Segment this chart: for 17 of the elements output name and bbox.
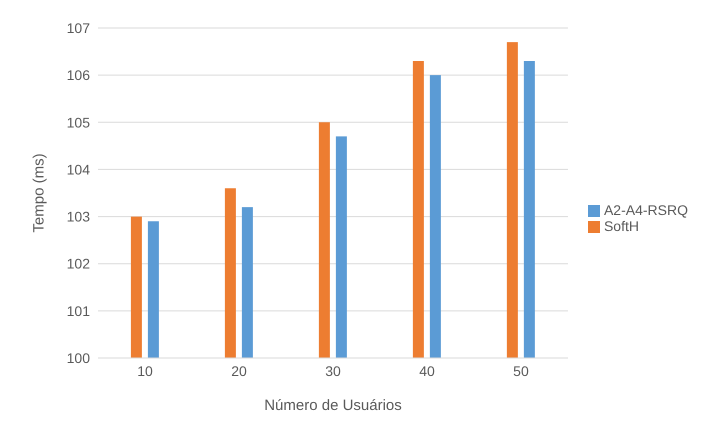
x-axis-title: Número de Usuários xyxy=(264,397,402,414)
x-tick-label: 40 xyxy=(419,362,435,379)
y-tick-label: 106 xyxy=(66,67,90,84)
y-tick-label: 101 xyxy=(66,302,90,319)
x-tick-label: 10 xyxy=(137,362,153,379)
y-tick-label: 105 xyxy=(66,114,90,130)
x-tick-label: 30 xyxy=(325,362,341,379)
legend-label: A2-A4-RSRQ xyxy=(604,202,688,218)
x-tick-label: 50 xyxy=(513,362,529,379)
y-tick-label: 102 xyxy=(66,256,90,272)
y-tick-label: 107 xyxy=(66,20,90,36)
legend-label: SoftH xyxy=(604,218,639,234)
y-tick-label: 100 xyxy=(66,350,90,366)
x-tick-label: 20 xyxy=(231,362,247,379)
y-tick-label: 104 xyxy=(66,161,90,178)
y-axis-title: Tempo (ms) xyxy=(30,153,48,233)
y-tick-label: 103 xyxy=(66,208,90,225)
